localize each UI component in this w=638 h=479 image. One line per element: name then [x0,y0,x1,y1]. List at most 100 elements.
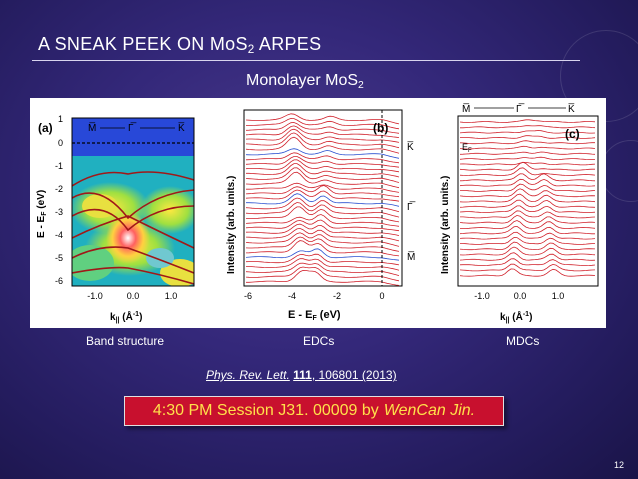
panel-c-ef-label: EF [462,142,472,154]
panel-b-y-axis-label: Intensity (arb. units.) [226,176,237,274]
slide-subtitle: Monolayer MoS2 [246,72,364,91]
mdc-curve [459,214,596,224]
panel-c-path-gamma: Γ̅ [516,103,525,115]
edc-curve [245,122,400,134]
band-intensity-map [72,118,194,286]
edc-curve [245,189,400,202]
reference-volume[interactable]: 111 [293,368,312,382]
mdc-curve [459,241,596,251]
edc-curve [245,258,400,271]
title-underline [32,60,580,61]
edc-curve [245,136,400,154]
panel-b-side-gamma: Γ̅ [407,201,416,213]
panel-a-y-ticks: 1 0 -1 -2 -3 -4 -5 -6 [55,114,63,286]
mdc-curve [459,130,596,134]
mdc-curve [460,125,596,129]
panel-a-path-m: M̅ [88,122,96,134]
panel-a-x-axis-label: k|| (Å-1) [110,310,142,324]
mdc-curve [459,231,596,240]
mdc-curve [459,145,596,150]
x-tick: -2 [333,291,341,301]
slide-title: A SNEAK PEEK ON MoS2 ARPES [38,34,322,56]
mdc-curve [459,225,595,235]
panel-b-x-axis-label: E - EF (eV) [288,309,341,322]
mdc-curve [459,140,595,145]
panel-a-path-k: K̅ [178,122,185,134]
y-tick: -6 [55,276,63,286]
panel-c-label: (c) [565,127,580,141]
edc-curve [245,223,400,236]
session-banner: 4:30 PM Session J31. 00009 by WenCan Jin. [124,396,504,426]
x-tick: 1.0 [552,291,565,301]
panel-a-path-gamma: Γ̅ [128,122,137,134]
edc-curve [245,117,400,130]
panel-c-path-k: K̅ [568,103,575,115]
edc-curve [245,197,400,213]
edc-curves [245,113,400,286]
panel-b-side-m: M̅ [407,251,415,263]
mdc-curve [459,162,596,166]
y-tick: 1 [58,114,63,124]
edc-curve [245,148,400,159]
edc-curve [246,193,400,207]
mdc-curve [459,246,596,256]
x-tick: -1.0 [474,291,490,301]
y-tick: 0 [58,138,63,148]
mdc-curves [459,119,596,277]
page-number: 12 [614,460,625,470]
panel-a-y-axis-label: E - EF (eV) [36,190,48,238]
y-tick: -4 [55,230,63,240]
panel-b-label: (b) [373,121,388,135]
panel-c-x-axis-label: k|| (Å-1) [500,310,532,324]
mdc-curve [459,161,595,171]
edc-curve [245,167,400,183]
edc-curve [245,128,400,143]
y-tick: -5 [55,253,63,263]
edc-curve [246,269,400,286]
panel-c: (c) M̅ Γ̅ K̅ EF Intensity (arb. units.) … [440,103,599,324]
mdc-curve [459,119,596,123]
mdc-curve [460,210,596,219]
mdc-curve [459,199,596,208]
mdc-curve [459,268,596,277]
x-tick: -6 [244,291,252,301]
edc-curve [245,266,400,282]
edc-curve [245,125,400,138]
mdc-curve [459,188,596,198]
panel-a: (a) M̅ Γ̅ K̅ 1 0 -1 -2 -3 -4 -5 -6 E - E… [36,114,195,324]
panel-b-side-k: K̅ [407,141,414,153]
caption-edcs: EDCs [303,334,335,348]
edc-curve [245,171,400,189]
mdc-curve [459,178,596,187]
y-tick: -2 [55,184,63,194]
y-tick: -1 [55,161,63,171]
x-tick: 1.0 [165,291,178,301]
mdc-curve [459,263,596,272]
session-text: 4:30 PM Session J31. 00009 by [152,402,379,419]
mdc-curve [459,205,596,213]
y-tick: -3 [55,207,63,217]
edc-curve [245,152,400,164]
reference-journal[interactable]: Phys. Rev. Lett. [206,368,290,382]
edc-curve [245,262,400,276]
edc-curve [245,156,400,168]
mdc-curve [459,135,596,139]
panel-a-label: (a) [38,121,53,135]
edc-curve [245,159,400,173]
caption-band-structure: Band structure [86,334,165,348]
x-tick: 0.0 [127,291,140,301]
edc-curve [245,236,400,252]
mdc-curve [459,151,596,155]
mdc-curve [459,258,596,266]
edc-curve [245,232,400,247]
x-tick: 0 [379,291,384,301]
edc-curve [245,113,400,125]
x-tick: 0.0 [514,291,527,301]
x-tick: -1.0 [87,291,103,301]
mdc-curve [459,193,596,203]
arpes-figure-svg: (a) M̅ Γ̅ K̅ 1 0 -1 -2 -3 -4 -5 -6 E - E… [36,103,599,324]
reference-article[interactable]: 106801 (2013) [318,368,397,382]
edc-curve [245,227,400,242]
journal-reference[interactable]: Phys. Rev. Lett. 111, 106801 (2013) [206,368,397,382]
edc-curve [245,240,400,257]
